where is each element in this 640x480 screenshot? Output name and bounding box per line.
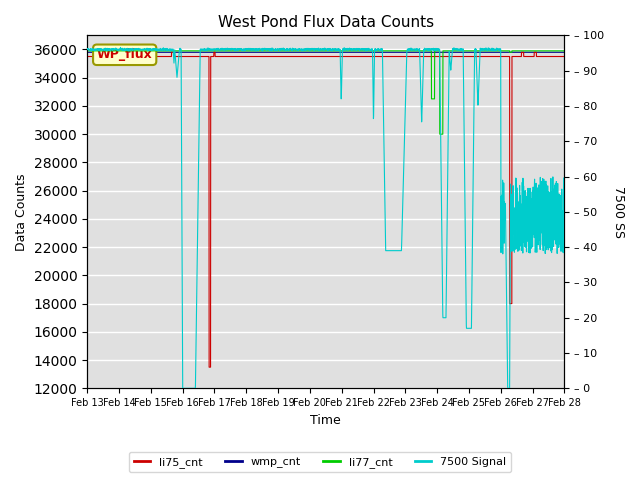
Y-axis label: Data Counts: Data Counts: [15, 173, 28, 251]
Title: West Pond Flux Data Counts: West Pond Flux Data Counts: [218, 15, 434, 30]
Legend: li75_cnt, wmp_cnt, li77_cnt, 7500 Signal: li75_cnt, wmp_cnt, li77_cnt, 7500 Signal: [129, 452, 511, 472]
Text: WP_flux: WP_flux: [97, 48, 152, 61]
X-axis label: Time: Time: [310, 414, 341, 427]
Y-axis label: 7500 SS: 7500 SS: [612, 186, 625, 238]
